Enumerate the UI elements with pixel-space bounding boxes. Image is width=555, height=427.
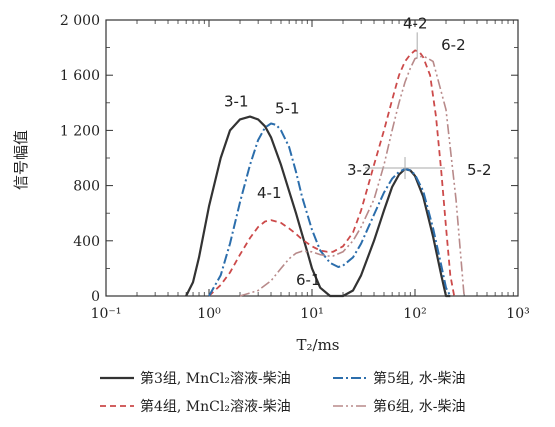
plot-frame	[105, 19, 519, 297]
peak-label: 6-2	[441, 36, 466, 54]
peak-label: 6-1	[296, 271, 321, 289]
series-line-1	[185, 115, 451, 298]
y-tick-label: 1 200	[60, 123, 100, 139]
x-tick-label: 10¹	[300, 306, 323, 322]
y-axis-label: 信号幅值	[12, 130, 30, 190]
peak-label: 4-1	[257, 184, 282, 202]
peak-label: 5-1	[275, 100, 300, 118]
legend-label: 第4组, MnCl₂溶液-柴油	[140, 398, 291, 415]
peak-label: 5-2	[467, 161, 492, 179]
legend-label: 第6组, 水-柴油	[373, 398, 466, 415]
legend-label: 第3组, MnCl₂溶液-柴油	[140, 370, 291, 387]
series-line-4	[239, 55, 465, 297]
peak-label: 4-2	[403, 14, 428, 32]
y-tick-label: 400	[73, 234, 100, 250]
peak-label: 3-2	[347, 161, 372, 179]
x-tick-label: 10⁰	[197, 306, 221, 322]
y-tick-label: 0	[91, 289, 100, 305]
x-axis-label: T₂/ms	[297, 336, 340, 354]
x-tick-label: 10³	[506, 306, 529, 322]
legend-label: 第5组, 水-柴油	[373, 370, 466, 387]
peak-label: 3-1	[224, 93, 249, 111]
series-line-2	[208, 49, 456, 297]
y-tick-label: 1 600	[60, 68, 100, 84]
y-tick-label: 2 000	[60, 13, 100, 29]
y-tick-label: 800	[73, 179, 100, 195]
x-tick-label: 10⁻¹	[91, 306, 122, 322]
x-tick-label: 10²	[403, 306, 426, 322]
series-line-3	[208, 122, 452, 297]
